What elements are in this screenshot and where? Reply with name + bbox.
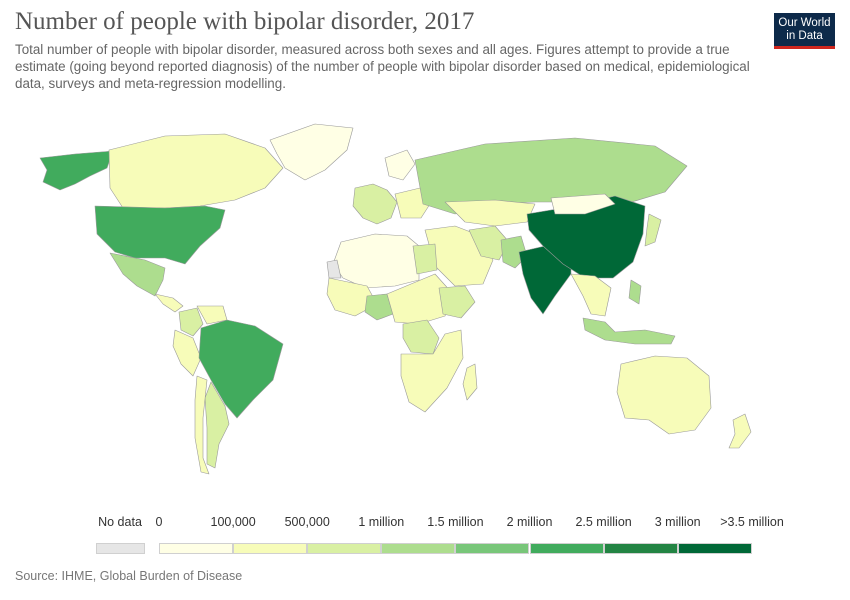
country-southern-africa[interactable]: [400, 329, 464, 413]
legend-swatch: [381, 543, 456, 554]
country-argentina[interactable]: [204, 381, 230, 469]
legend-swatch: [307, 543, 382, 554]
country-western-sahara[interactable]: [326, 259, 342, 279]
country-western-europe[interactable]: [352, 183, 398, 225]
country-brazil[interactable]: [198, 319, 284, 419]
country-central-america[interactable]: [154, 293, 184, 313]
legend-label: 0: [155, 515, 163, 529]
legend-swatch: [677, 543, 752, 554]
country-north-africa[interactable]: [332, 233, 420, 289]
legend-label: 2 million: [506, 515, 553, 529]
map-legend: No data 0 100,000 500,000 1 million 1.5 mill…: [0, 510, 850, 560]
legend-swatch: [455, 543, 530, 554]
country-scandinavia[interactable]: [384, 149, 416, 181]
legend-no-data-swatch: [96, 543, 145, 554]
legend-label: 1.5 million: [427, 515, 484, 529]
country-australia[interactable]: [616, 355, 712, 435]
country-japan[interactable]: [644, 213, 662, 247]
country-madagascar[interactable]: [462, 363, 478, 401]
country-ethiopia[interactable]: [438, 285, 476, 319]
country-southeast-asia[interactable]: [570, 273, 612, 317]
country-kazakhstan[interactable]: [444, 199, 536, 227]
legend-label: 3 million: [654, 515, 701, 529]
country-peru[interactable]: [172, 329, 202, 377]
country-alaska[interactable]: [39, 150, 114, 191]
country-mexico[interactable]: [109, 252, 166, 297]
legend-swatch: [529, 543, 604, 554]
logo-line-2: in Data: [786, 30, 823, 42]
country-canada[interactable]: [108, 133, 284, 209]
country-egypt[interactable]: [412, 243, 438, 275]
logo-line-1: Our World: [778, 17, 831, 29]
legend-label: 500,000: [284, 515, 330, 529]
legend-last-label: >3.5 million: [720, 515, 784, 529]
country-nigeria[interactable]: [364, 293, 394, 321]
legend-swatch: [233, 543, 308, 554]
chart-title: Number of people with bipolar disorder, …: [15, 8, 475, 35]
legend-label: 100,000: [210, 515, 256, 529]
legend-swatch: [603, 543, 678, 554]
country-central-africa[interactable]: [386, 273, 454, 325]
chart-subtitle: Total number of people with bipolar diso…: [15, 42, 750, 91]
legend-swatch: [159, 543, 234, 554]
country-dr-congo[interactable]: [402, 319, 440, 355]
country-west-africa[interactable]: [326, 277, 378, 317]
country-new-zealand[interactable]: [728, 413, 752, 449]
country-mongolia[interactable]: [550, 193, 616, 215]
country-chile[interactable]: [194, 375, 210, 475]
owid-logo[interactable]: Our World in Data: [774, 13, 835, 49]
world-map: [39, 123, 752, 475]
country-indonesia[interactable]: [582, 317, 676, 345]
legend-label: 2.5 million: [575, 515, 632, 529]
country-colombia[interactable]: [178, 307, 204, 337]
legend-no-data-label: No data: [98, 515, 142, 529]
country-philippines[interactable]: [628, 279, 642, 305]
country-greenland[interactable]: [269, 123, 354, 181]
country-united-states[interactable]: [94, 205, 226, 265]
legend-label: 1 million: [358, 515, 405, 529]
source-note: Source: IHME, Global Burden of Disease: [15, 569, 243, 583]
